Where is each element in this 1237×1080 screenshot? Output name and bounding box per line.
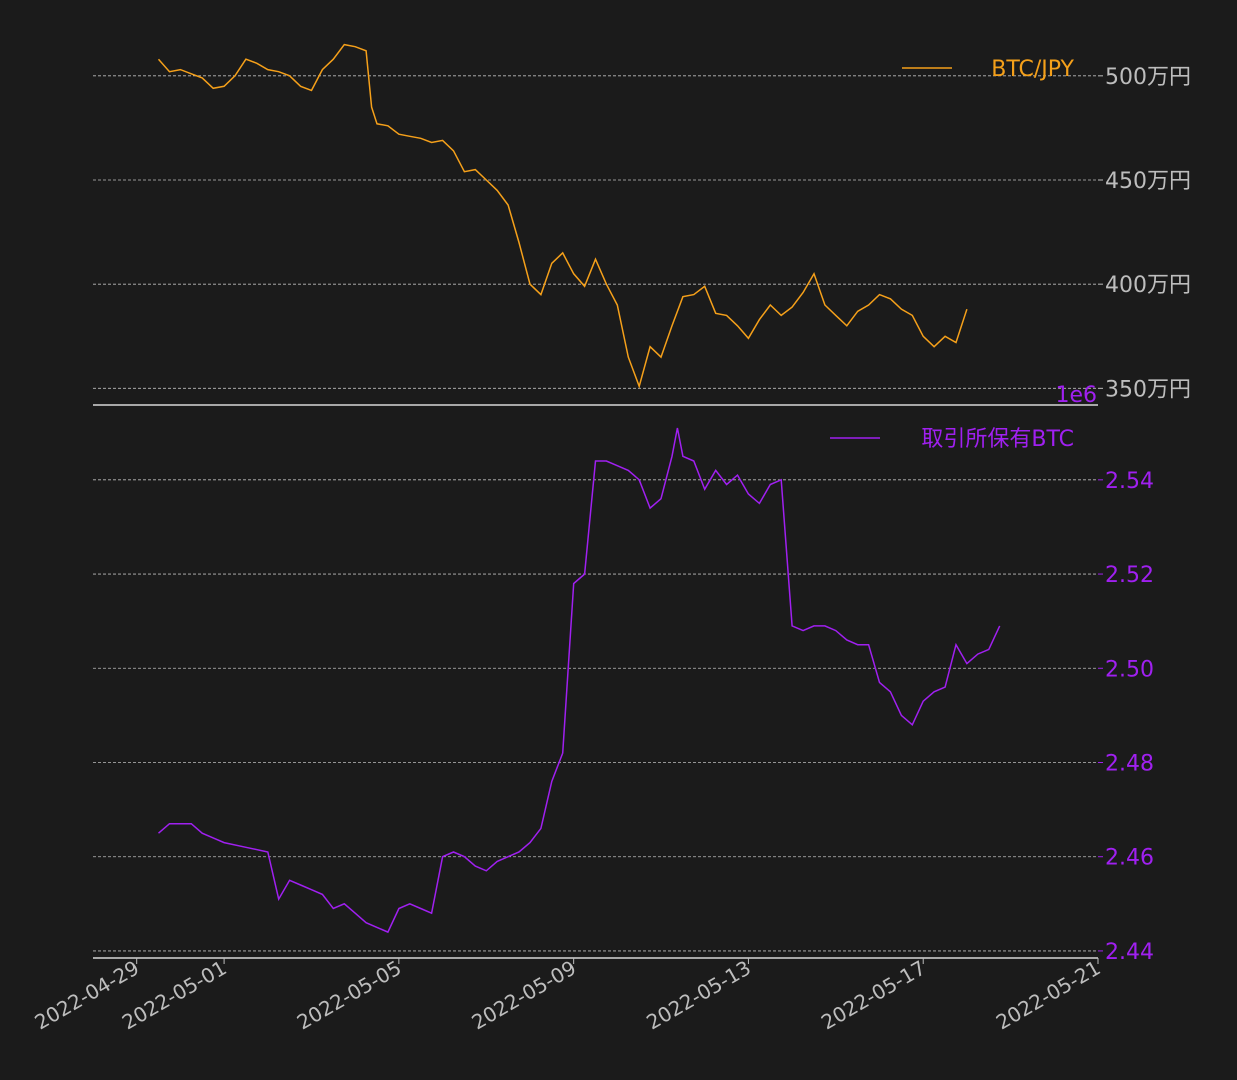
btc-jpy-price-line: [157, 43, 968, 389]
y-tick-label: 400万円: [1105, 273, 1191, 298]
holdings-gridlines: [93, 479, 1098, 952]
holdings-offset-label: 1e6: [1055, 383, 1097, 408]
price-y-axis: 500万円 450万円 400万円 350万円: [1098, 65, 1191, 402]
y-tick-label: 2.44: [1105, 940, 1154, 965]
price-legend: BTC/JPY: [902, 57, 1075, 82]
exchange-btc-holdings-line: [158, 427, 1001, 934]
y-tick-label: 2.52: [1105, 563, 1154, 588]
y-tick-label: 2.54: [1105, 469, 1154, 494]
btc-jpy-price-panel: 500万円 450万円 400万円 350万円 BTC/JPY: [93, 43, 1191, 406]
y-tick-label: 350万円: [1105, 377, 1191, 402]
price-gridlines: [93, 75, 1098, 389]
y-tick-label: 2.48: [1105, 751, 1154, 776]
y-tick-label: 2.50: [1105, 657, 1154, 682]
y-tick-label: 2.46: [1105, 846, 1154, 871]
price-legend-label: BTC/JPY: [991, 57, 1074, 82]
holdings-y-axis: 2.54 2.52 2.50 2.48 2.46 2.44: [1098, 469, 1154, 965]
exchange-btc-holdings-panel: 2.54 2.52 2.50 2.48 2.46 2.44 1e6 取引所保有BTC: [93, 383, 1154, 965]
y-tick-label: 450万円: [1105, 169, 1191, 194]
holdings-legend-label: 取引所保有BTC: [921, 427, 1074, 452]
y-tick-label: 500万円: [1105, 65, 1191, 90]
holdings-legend: 取引所保有BTC: [830, 427, 1074, 452]
